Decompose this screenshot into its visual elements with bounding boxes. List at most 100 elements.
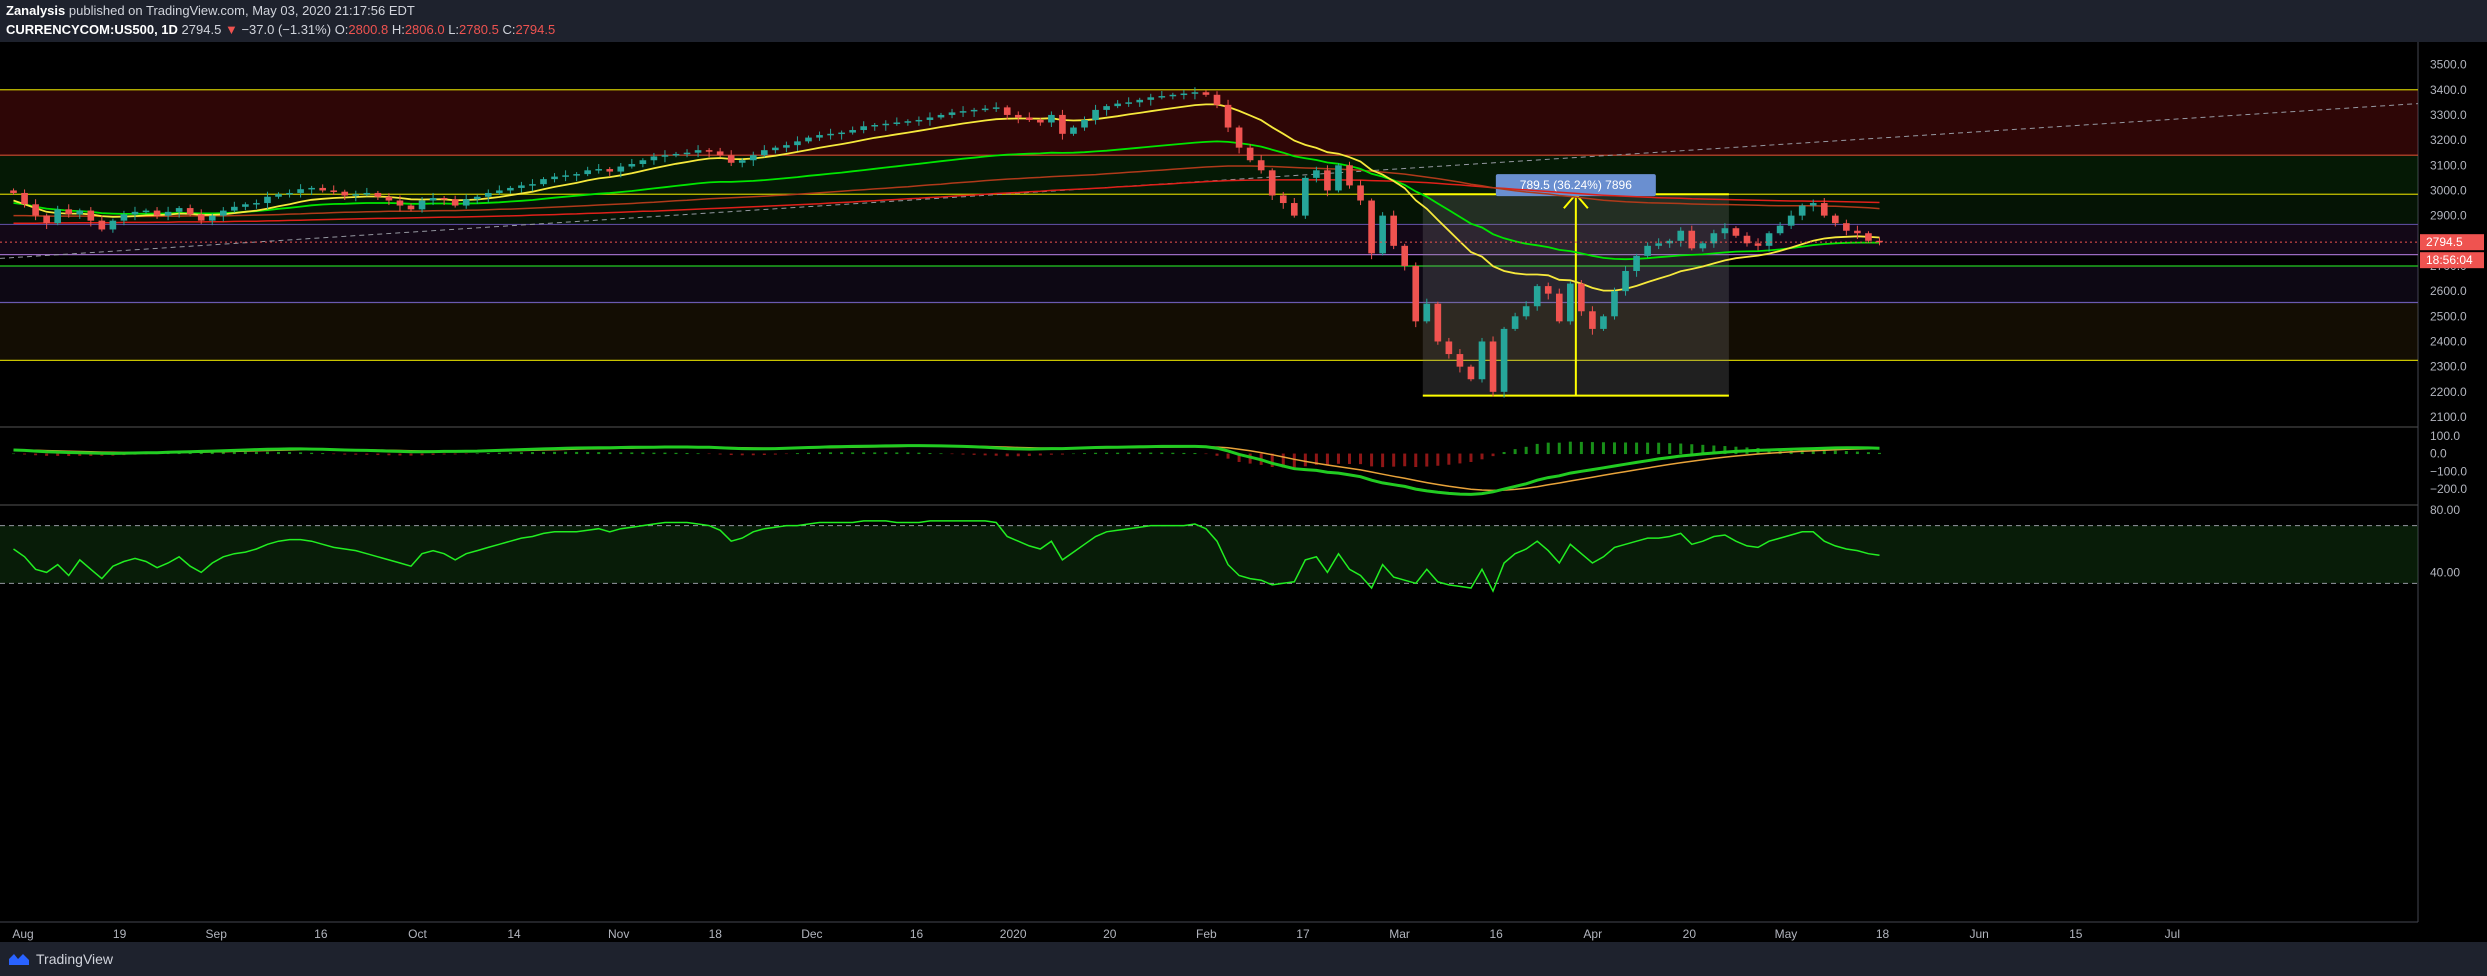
macd-histogram-bar <box>1204 453 1208 455</box>
rsi-line <box>13 520 1880 593</box>
macd-histogram-bar <box>199 452 203 455</box>
last-price: 2794.5 <box>181 22 222 37</box>
macd-histogram-bar <box>1370 453 1374 467</box>
price-zone <box>0 155 2418 195</box>
macd-histogram-bar <box>409 453 413 456</box>
macd-histogram-bar <box>332 453 336 455</box>
macd-histogram-bar <box>1359 453 1363 465</box>
time-tick-label: 20 <box>1683 927 1697 941</box>
candle <box>1467 366 1475 380</box>
macd-histogram-bar <box>475 453 479 455</box>
price-zone <box>0 194 2418 225</box>
candle <box>407 205 415 210</box>
macd-histogram-bar <box>597 452 601 455</box>
candle <box>926 117 934 120</box>
candle <box>1014 114 1022 118</box>
candle <box>429 198 437 201</box>
low-value: 2780.5 <box>459 22 499 37</box>
macd-histogram-bar <box>67 453 71 456</box>
price-tick-label: 2400.0 <box>2430 334 2467 348</box>
candle <box>1169 94 1177 97</box>
candle <box>1832 215 1839 224</box>
macd-histogram-bar <box>674 452 678 455</box>
candle <box>186 208 194 215</box>
candle <box>76 210 84 215</box>
candle <box>1059 114 1066 134</box>
macd-tick-label: −100.0 <box>2430 464 2467 478</box>
candle <box>1401 245 1409 266</box>
candle <box>772 147 779 151</box>
trendline <box>0 103 2419 259</box>
macd-line <box>13 444 1880 496</box>
macd-histogram-bar <box>1513 449 1517 455</box>
time-tick-label: Nov <box>608 927 629 941</box>
candle <box>1136 99 1144 103</box>
candle <box>1865 233 1872 241</box>
candle <box>253 203 260 205</box>
rsi-tick-label: 40.00 <box>2430 565 2460 579</box>
macd-histogram-bar <box>1524 446 1528 455</box>
candle <box>1555 293 1563 322</box>
macd-histogram-bar <box>1005 453 1009 457</box>
macd-histogram-bar <box>1016 453 1020 457</box>
macd-histogram-bar <box>1226 453 1230 459</box>
countdown-badge <box>2420 252 2484 269</box>
candle <box>1633 255 1640 271</box>
macd-histogram-bar <box>188 452 192 455</box>
candle <box>540 179 547 185</box>
candle <box>518 185 525 188</box>
author-name[interactable]: Zanalysis <box>6 3 66 18</box>
price-tick-label: 2300.0 <box>2430 360 2467 374</box>
macd-histogram-bar <box>784 453 788 455</box>
candle <box>1533 286 1541 307</box>
symbol-label[interactable]: CURRENCYCOM:US500, 1D <box>6 22 178 37</box>
candle <box>948 112 956 115</box>
chart-canvas[interactable]: 789.5 (36.24%) 7896 3500.0 3400.0 3300.0 320… <box>0 42 2487 942</box>
tradingview-logo[interactable]: TradingView <box>8 951 113 967</box>
candle <box>1003 107 1011 115</box>
price-zone <box>0 265 2418 303</box>
candle <box>882 123 890 126</box>
time-tick-label: 16 <box>1489 927 1503 941</box>
macd-histogram-bar <box>486 452 490 455</box>
macd-histogram-bar <box>663 452 667 455</box>
candle <box>749 155 757 161</box>
macd-histogram-bar <box>1060 453 1064 455</box>
chart-area[interactable]: 789.5 (36.24%) 7896 3500.0 3400.0 3300.0 320… <box>0 42 2487 942</box>
candle <box>1754 243 1762 246</box>
candle <box>242 204 249 207</box>
macd-histogram-bar <box>1336 453 1340 464</box>
publish-line: Zanalysis published on TradingView.com, … <box>6 1 2481 20</box>
macd-histogram-bar <box>906 452 910 455</box>
macd-histogram-bar <box>696 453 700 455</box>
macd-histogram-bar <box>1038 453 1042 456</box>
macd-histogram-bar <box>1314 453 1318 465</box>
macd-histogram-bar <box>265 451 269 455</box>
macd-histogram-bar <box>1149 452 1153 455</box>
macd-histogram-bar <box>1237 453 1241 462</box>
candle <box>1798 205 1806 216</box>
time-tick-label: 2020 <box>1000 927 1027 941</box>
macd-histogram-bar <box>1348 453 1352 464</box>
candle <box>1092 109 1099 120</box>
candle <box>860 126 868 131</box>
macd-histogram-bar <box>1612 442 1616 455</box>
high-label: H: <box>391 22 405 37</box>
candle <box>1302 177 1309 216</box>
macd-histogram-bar <box>1811 450 1815 455</box>
time-tick-label: 15 <box>2069 927 2083 941</box>
candle <box>1776 225 1784 234</box>
macd-histogram-bar <box>917 452 921 455</box>
price-tick-label: 3200.0 <box>2430 133 2467 147</box>
macd-histogram-bar <box>254 451 258 455</box>
macd-histogram-bar <box>1171 452 1175 455</box>
macd-histogram-bar <box>354 453 358 455</box>
macd-histogram-bar <box>1679 443 1683 455</box>
macd-histogram-bar <box>23 453 27 455</box>
candle <box>1025 117 1033 120</box>
candle <box>54 209 61 224</box>
price-tick-label: 2900.0 <box>2430 209 2467 223</box>
macd-histogram-bar <box>1083 453 1087 455</box>
candle <box>120 214 128 221</box>
candle <box>1578 283 1585 312</box>
